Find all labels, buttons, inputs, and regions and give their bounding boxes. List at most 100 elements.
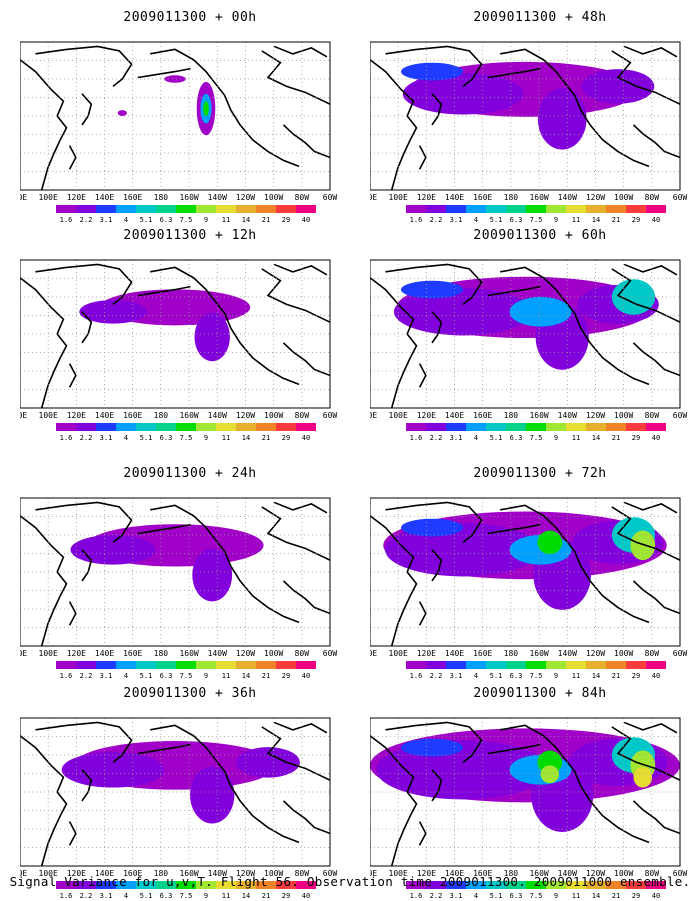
lon-tick-label: 100W bbox=[264, 411, 283, 420]
lon-tick-label: 100W bbox=[614, 649, 633, 658]
colorbar-label: 21 bbox=[612, 216, 620, 224]
colorbar-swatch bbox=[626, 205, 646, 213]
colorbar-swatch bbox=[276, 423, 296, 431]
colorbar-label: 1.6 bbox=[410, 672, 423, 680]
panel-title: 2009011300 + 84h bbox=[473, 686, 607, 701]
colorbar-swatch bbox=[646, 661, 666, 669]
variance-region bbox=[393, 288, 533, 336]
colorbar-swatch bbox=[446, 205, 466, 213]
colorbar-label: 1.6 bbox=[410, 892, 423, 900]
colorbar-swatch bbox=[506, 205, 526, 213]
colorbar-swatch bbox=[116, 881, 136, 889]
colorbar-label: 9 bbox=[204, 672, 208, 680]
coastline bbox=[150, 48, 300, 168]
coastline bbox=[273, 721, 328, 734]
colorbar-swatch bbox=[546, 205, 566, 213]
colorbar-legend: 1.6 2.2 3.1 4 5.1 6.3 7.5 9 11 14 21 29 40 bbox=[406, 423, 666, 442]
coastline bbox=[137, 285, 191, 297]
variance-region bbox=[401, 518, 463, 537]
colorbar-label: 9 bbox=[204, 892, 208, 900]
colorbar-swatch bbox=[56, 205, 76, 213]
colorbar-legend: 1.6 2.2 3.1 4 5.1 6.3 7.5 9 11 14 21 29 40 bbox=[56, 205, 316, 224]
lon-tick-label: 140W bbox=[208, 411, 227, 420]
contour-map: 80N70N60N50N40N30N20N10NEQ80E100E120E140… bbox=[370, 259, 688, 420]
colorbar-label: 29 bbox=[632, 216, 640, 224]
coastline bbox=[137, 523, 191, 535]
colorbar-swatch bbox=[566, 205, 586, 213]
colorbar-swatch bbox=[566, 423, 586, 431]
coastline bbox=[273, 45, 328, 58]
lon-tick-label: 80E bbox=[370, 193, 377, 202]
colorbar-label: 3.1 bbox=[100, 672, 113, 680]
lon-tick-label: 160W bbox=[529, 869, 548, 878]
lon-tick-label: 120W bbox=[586, 411, 605, 420]
coastline bbox=[632, 580, 680, 615]
coastline bbox=[623, 501, 678, 514]
lon-tick-label: 180 bbox=[504, 193, 519, 202]
coastline bbox=[418, 821, 427, 846]
colorbar-label: 21 bbox=[612, 434, 620, 442]
colorbar-swatch bbox=[526, 423, 546, 431]
lon-tick-label: 60W bbox=[673, 411, 688, 420]
colorbar-label: 6.3 bbox=[160, 216, 173, 224]
colorbar-swatch bbox=[256, 205, 276, 213]
contour-map: 80N70N60N50N40N30N20N10NEQ80E100E120E140… bbox=[370, 41, 687, 202]
contour-map: 80N70N60N50N40N30N20N10NEQ80E100E120E140… bbox=[20, 259, 337, 420]
colorbar-label: 6.3 bbox=[160, 672, 173, 680]
lon-tick-label: 120E bbox=[67, 411, 86, 420]
colorbar-swatch bbox=[256, 881, 276, 889]
colorbar-label: 1.6 bbox=[60, 892, 73, 900]
colorbar-label: 14 bbox=[592, 672, 600, 680]
colorbar-swatch bbox=[116, 423, 136, 431]
coastline bbox=[632, 800, 680, 835]
colorbar-swatch bbox=[426, 205, 446, 213]
map-panel: 2009011300 + 60h80N70N60N50N40N30N20N10N… bbox=[370, 228, 700, 443]
lon-tick-label: 160E bbox=[123, 869, 142, 878]
lon-tick-label: 180 bbox=[504, 649, 519, 658]
lon-tick-label: 160E bbox=[473, 193, 492, 202]
lon-tick-label: 80W bbox=[645, 193, 660, 202]
colorbar-swatch bbox=[626, 881, 646, 889]
colorbar-swatch bbox=[586, 205, 606, 213]
colorbar-swatch bbox=[176, 661, 196, 669]
coastline bbox=[261, 50, 330, 105]
coastline bbox=[418, 601, 427, 626]
coastline bbox=[623, 721, 678, 734]
colorbar-label: 11 bbox=[222, 892, 230, 900]
coastline bbox=[20, 59, 68, 190]
panel-title: 2009011300 + 36h bbox=[123, 686, 257, 701]
colorbar-swatch bbox=[76, 661, 96, 669]
colorbar-label: 40 bbox=[302, 672, 310, 680]
coastline bbox=[282, 124, 330, 159]
colorbar-swatch bbox=[486, 423, 506, 431]
colorbar-label: 5.1 bbox=[140, 892, 153, 900]
colorbar-label: 29 bbox=[282, 216, 290, 224]
colorbar-swatch bbox=[646, 423, 666, 431]
contour-map: 80N70N60N50N40N30N20N10NEQ80E100E120E140… bbox=[370, 497, 687, 658]
lon-tick-label: 100E bbox=[389, 649, 408, 658]
colorbar-label: 11 bbox=[572, 892, 580, 900]
lon-tick-label: 100W bbox=[614, 869, 633, 878]
coastline bbox=[20, 515, 68, 646]
coastline bbox=[370, 277, 418, 408]
lon-tick-label: 160W bbox=[529, 193, 548, 202]
colorbar-swatch bbox=[56, 661, 76, 669]
variance-region bbox=[203, 101, 209, 116]
colorbar-label: 6.3 bbox=[510, 216, 523, 224]
colorbar-swatch bbox=[406, 205, 426, 213]
lon-tick-label: 60W bbox=[673, 869, 688, 878]
coastline bbox=[487, 285, 541, 297]
variance-region bbox=[581, 69, 655, 104]
colorbar-swatch bbox=[586, 661, 606, 669]
colorbar-swatch bbox=[296, 661, 316, 669]
lon-tick-label: 80W bbox=[295, 411, 310, 420]
colorbar-label: 6.3 bbox=[160, 434, 173, 442]
colorbar-label: 3.1 bbox=[100, 216, 113, 224]
colorbar-swatch bbox=[486, 205, 506, 213]
variance-region bbox=[61, 752, 165, 788]
lon-tick-label: 100E bbox=[39, 649, 58, 658]
coastline bbox=[611, 50, 680, 105]
colorbar-label: 5.1 bbox=[140, 672, 153, 680]
coastline bbox=[35, 501, 133, 544]
colorbar-swatch bbox=[426, 881, 446, 889]
